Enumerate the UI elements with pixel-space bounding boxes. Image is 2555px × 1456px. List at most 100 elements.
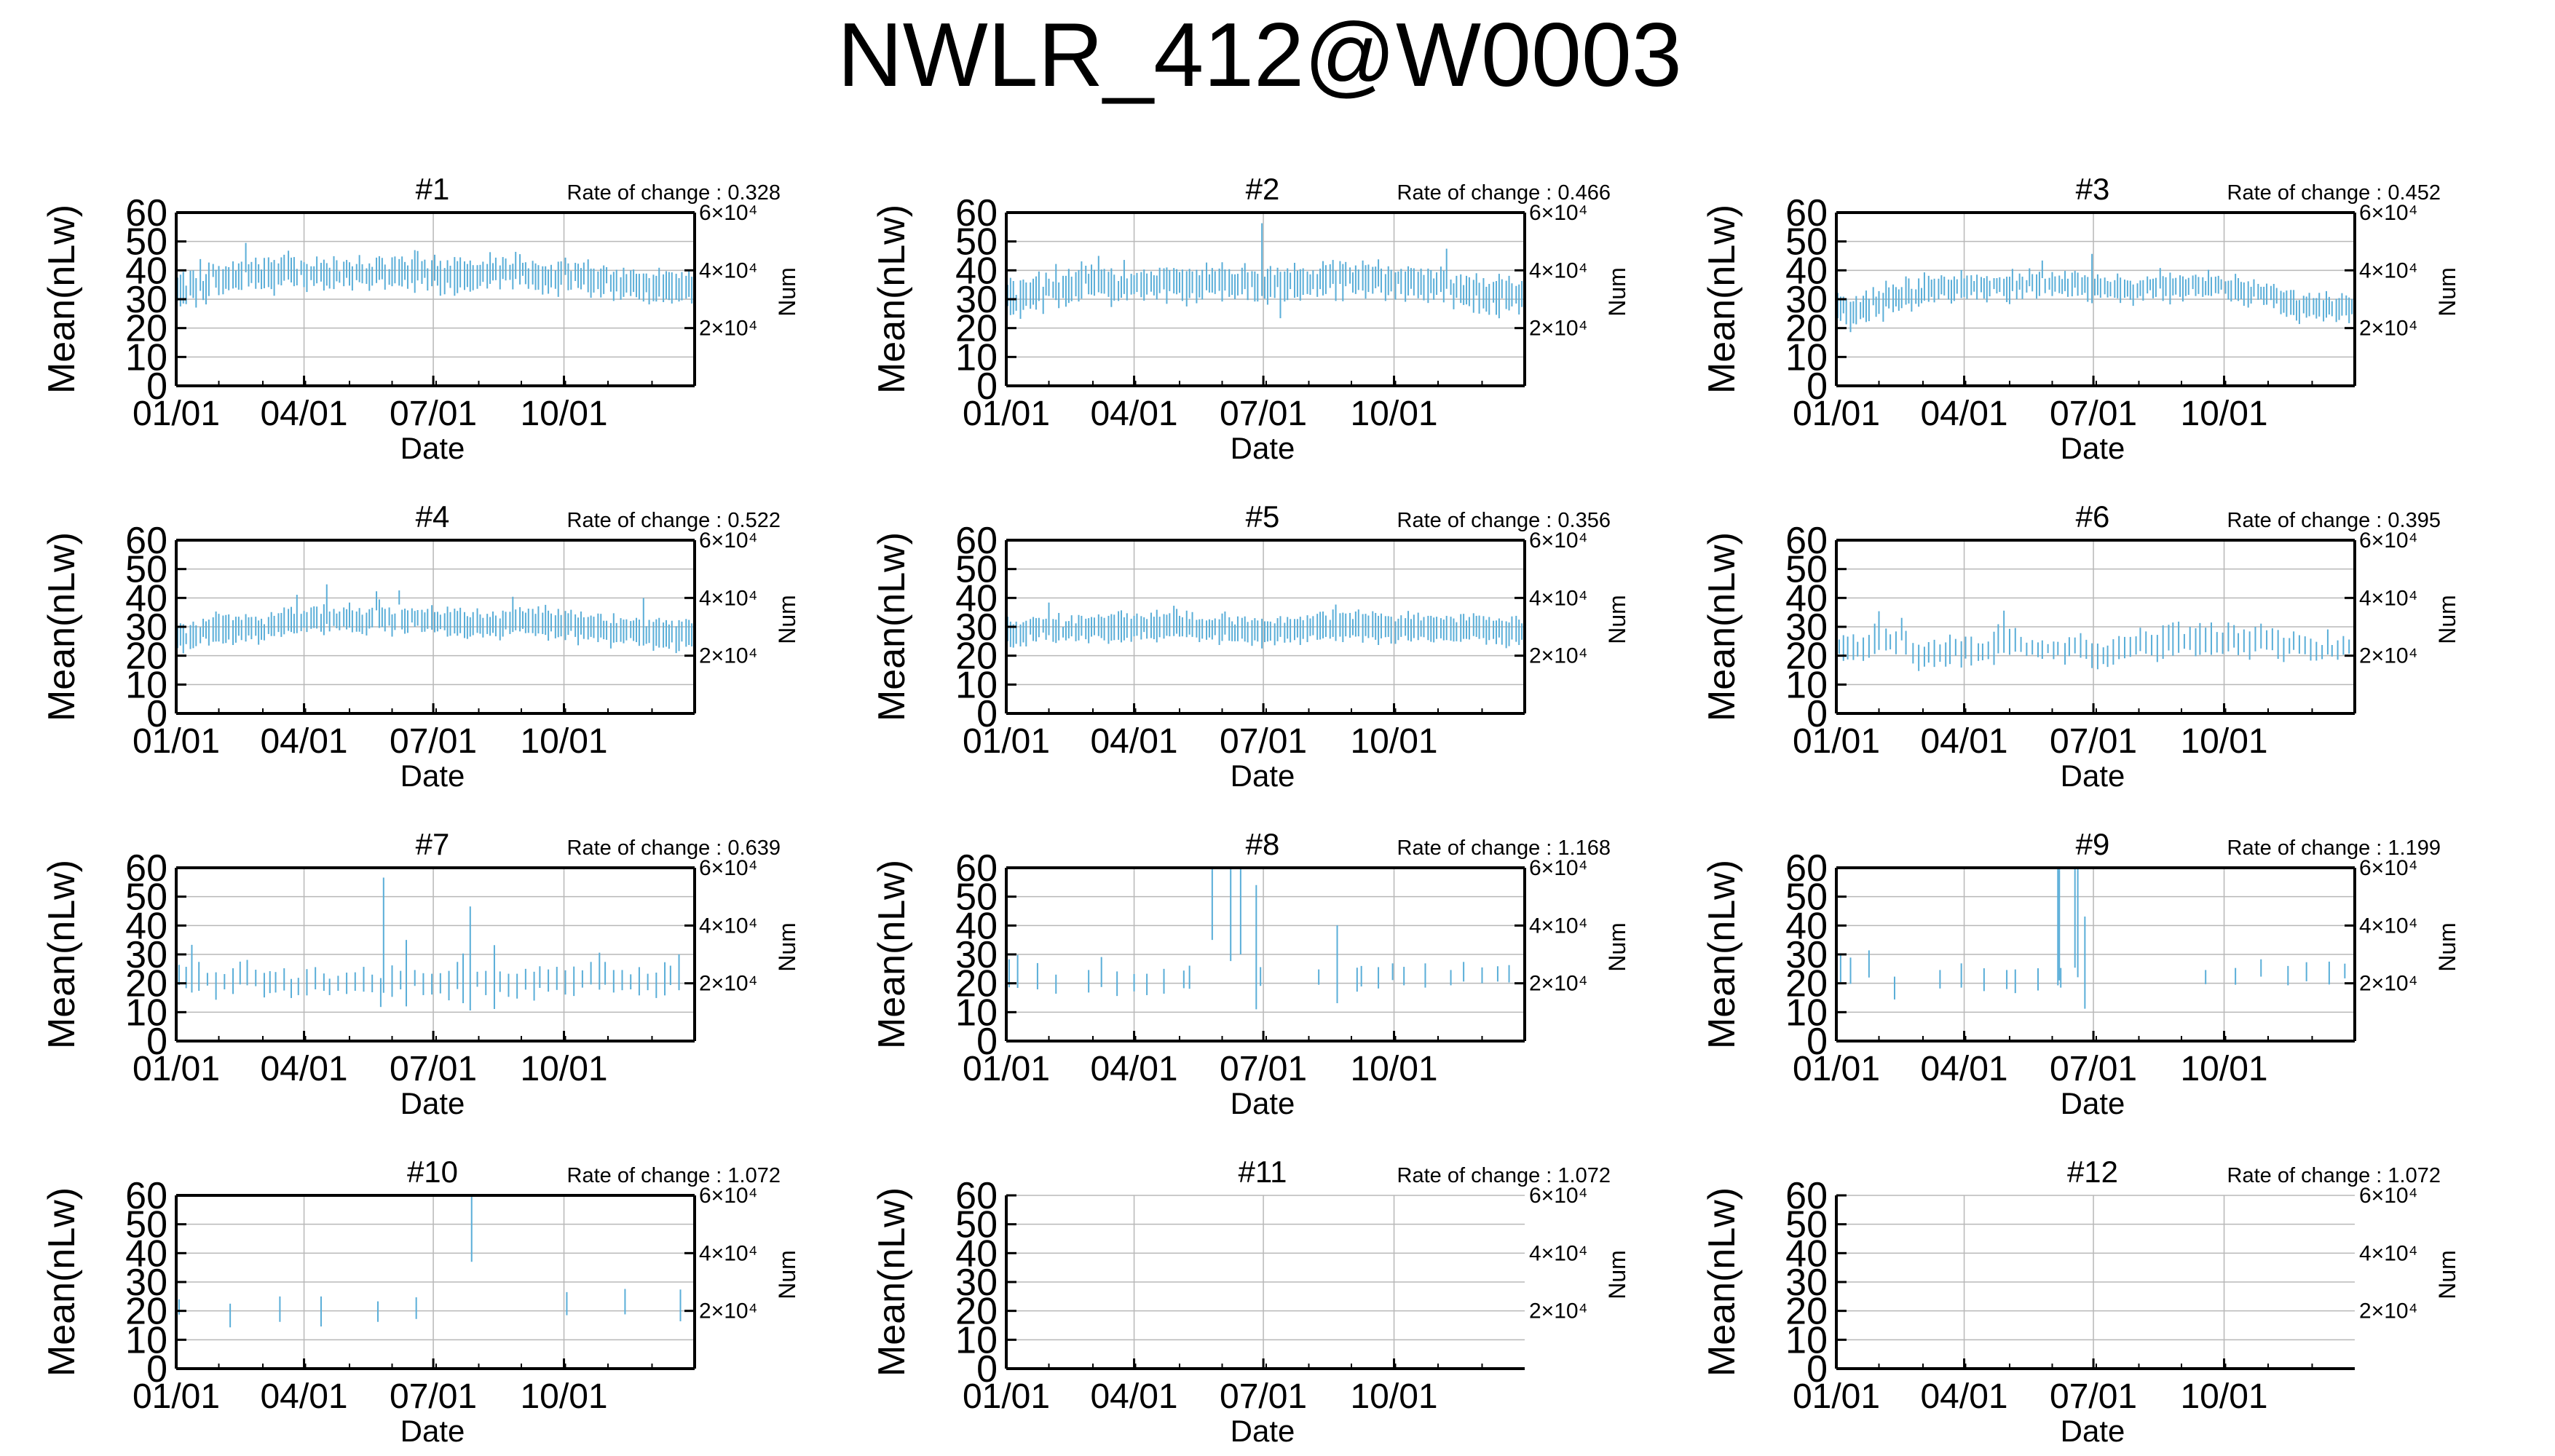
y2-axis-label: Num	[1604, 595, 1630, 644]
x-tick-label: 07/01	[390, 722, 477, 761]
y2-tick-label: 4×10⁴	[1529, 1241, 1587, 1265]
x-axis-label: Date	[400, 431, 465, 465]
y2-axis-label: Num	[2434, 267, 2460, 317]
y-axis-label: Mean(nLw)	[41, 532, 83, 721]
x-tick-label: 10/01	[2180, 1050, 2267, 1088]
rate-of-change-label: Rate of change : 0.639	[567, 836, 781, 860]
panel-title: #7	[416, 827, 450, 861]
y2-tick-label: 6×10⁴	[2359, 201, 2417, 225]
panel-title: #2	[1246, 172, 1280, 206]
y-tick-label: 20	[955, 636, 998, 678]
y2-axis-label: Num	[1604, 1250, 1630, 1299]
y-tick-label: 30	[125, 279, 167, 321]
y-tick-label: 60	[955, 847, 998, 890]
y-tick-label: 50	[955, 1204, 998, 1246]
y-tick-label: 30	[125, 1262, 167, 1304]
y2-axis-label: Num	[1604, 922, 1630, 972]
y-tick-label: 10	[1785, 664, 1828, 706]
y2-tick-label: 2×10⁴	[699, 1299, 757, 1324]
rate-of-change-label: Rate of change : 0.452	[2227, 181, 2441, 205]
y-tick-label: 10	[955, 992, 998, 1034]
y-tick-label: 10	[125, 1319, 167, 1361]
y-tick-label: 30	[955, 606, 998, 649]
y2-axis-label: Num	[774, 595, 800, 644]
panel-title: #3	[2076, 172, 2110, 206]
x-tick-label: 04/01	[1090, 1377, 1177, 1416]
y-tick-label: 60	[125, 192, 167, 234]
y2-tick-label: 4×10⁴	[1529, 586, 1587, 610]
x-tick-label: 04/01	[1920, 1050, 2007, 1088]
x-tick-label: 04/01	[260, 395, 347, 433]
y2-tick-label: 2×10⁴	[1529, 317, 1587, 341]
x-tick-label: 01/01	[963, 722, 1050, 761]
y-tick-label: 10	[125, 336, 167, 379]
y-tick-label: 0	[1806, 1348, 1828, 1390]
y-tick-label: 40	[955, 1233, 998, 1275]
rate-of-change-label: Rate of change : 0.328	[567, 181, 781, 205]
y-tick-label: 50	[1785, 221, 1828, 264]
y-tick-label: 50	[1785, 549, 1828, 591]
x-tick-label: 10/01	[1350, 722, 1437, 761]
y2-axis-label: Num	[774, 1250, 800, 1299]
x-axis-label: Date	[400, 759, 465, 793]
y2-tick-label: 2×10⁴	[699, 644, 757, 668]
y-tick-label: 30	[955, 1262, 998, 1304]
y-tick-label: 60	[1785, 1175, 1828, 1217]
y-tick-label: 0	[146, 1021, 167, 1063]
y-tick-label: 40	[125, 250, 167, 292]
x-tick-label: 07/01	[390, 1377, 477, 1416]
y-tick-label: 10	[125, 992, 167, 1034]
y-tick-label: 0	[976, 693, 998, 735]
y-tick-label: 60	[1785, 192, 1828, 234]
y-tick-label: 20	[1785, 308, 1828, 350]
panel-title: #11	[1239, 1155, 1287, 1189]
y-tick-label: 40	[125, 905, 167, 947]
y-tick-label: 40	[955, 577, 998, 620]
panel-title: #9	[2076, 827, 2110, 861]
x-tick-label: 01/01	[133, 395, 220, 433]
figure-title: NWLR_412@W0003	[837, 5, 1682, 106]
y-tick-label: 30	[125, 934, 167, 976]
y2-tick-label: 4×10⁴	[699, 1241, 757, 1265]
x-tick-label: 07/01	[2050, 722, 2137, 761]
y2-tick-label: 6×10⁴	[2359, 856, 2417, 880]
y-tick-label: 10	[1785, 992, 1828, 1034]
y-axis-label: Mean(nLw)	[1701, 532, 1743, 721]
y-tick-label: 30	[1785, 279, 1828, 321]
x-axis-label: Date	[2061, 1086, 2125, 1120]
y2-tick-label: 4×10⁴	[699, 914, 757, 938]
x-tick-label: 10/01	[520, 1377, 607, 1416]
y-axis-label: Mean(nLw)	[871, 860, 913, 1049]
x-tick-label: 04/01	[1090, 395, 1177, 433]
y2-tick-label: 6×10⁴	[699, 529, 757, 553]
y2-tick-label: 6×10⁴	[1529, 201, 1587, 225]
y-axis-label: Mean(nLw)	[1701, 1187, 1743, 1377]
y-axis-label: Mean(nLw)	[41, 1187, 83, 1377]
y-tick-label: 40	[125, 1233, 167, 1275]
y2-tick-label: 4×10⁴	[2359, 258, 2417, 282]
panel-title: #6	[2076, 499, 2110, 534]
x-tick-label: 10/01	[520, 1050, 607, 1088]
y-axis-label: Mean(nLw)	[1701, 205, 1743, 394]
y2-tick-label: 6×10⁴	[2359, 529, 2417, 553]
y-axis-label: Mean(nLw)	[871, 205, 913, 394]
x-tick-label: 10/01	[2180, 1377, 2267, 1416]
y2-tick-label: 6×10⁴	[1529, 1184, 1587, 1208]
x-tick-label: 01/01	[133, 1050, 220, 1088]
y-tick-label: 30	[1785, 934, 1828, 976]
y2-axis-label: Num	[774, 922, 800, 972]
y-tick-label: 60	[1785, 847, 1828, 890]
y-tick-label: 10	[955, 336, 998, 379]
y-tick-label: 0	[146, 365, 167, 408]
panel-title: #4	[416, 499, 450, 534]
x-tick-label: 07/01	[1220, 722, 1307, 761]
y-tick-label: 0	[976, 365, 998, 408]
x-tick-label: 04/01	[1090, 722, 1177, 761]
y2-tick-label: 4×10⁴	[1529, 914, 1587, 938]
